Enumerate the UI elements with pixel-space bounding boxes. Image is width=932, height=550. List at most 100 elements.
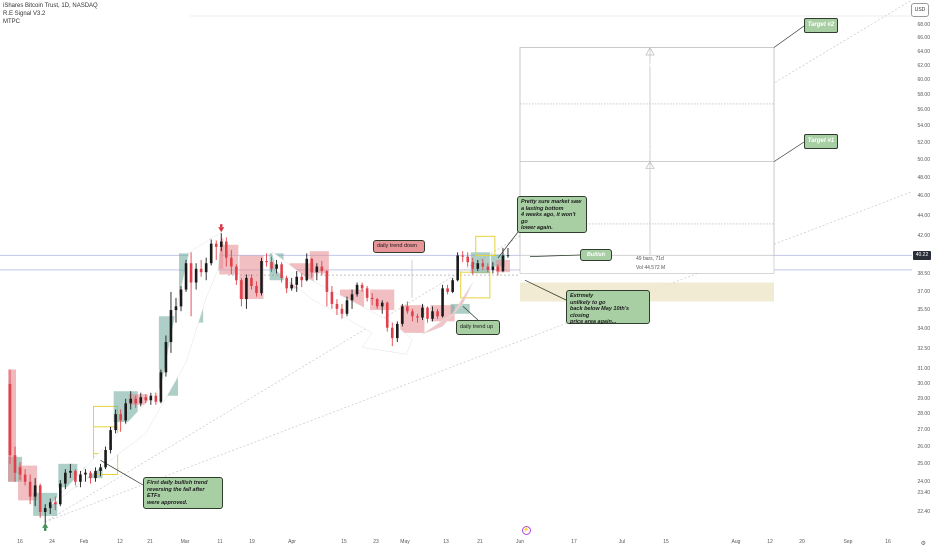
price-tick-label: 37.00 xyxy=(917,288,930,295)
price-tick-label: 30.00 xyxy=(917,380,930,387)
candle-body xyxy=(350,294,354,301)
candle-body xyxy=(38,485,42,512)
legend-indicator-mtpc[interactable]: MTPC xyxy=(3,19,20,25)
time-tick-label: May xyxy=(400,539,410,545)
target-1-label: Target #1 xyxy=(804,134,838,149)
candle-body xyxy=(179,289,183,307)
price-tick-label: 38.50 xyxy=(917,271,930,278)
note-unlikely-below: Extrmely unlikely to go back below May 1… xyxy=(566,290,650,325)
time-tick-label: 11 xyxy=(217,539,223,545)
note-lasting-bottom: Pretty sure market saw a lasting bottom … xyxy=(517,196,587,233)
buy-signal-marker xyxy=(42,522,49,528)
candle-body xyxy=(340,308,344,314)
candle-body xyxy=(214,243,218,247)
candle-body xyxy=(431,311,434,319)
candle-body xyxy=(421,307,424,318)
projection-arrow-head-upper xyxy=(645,46,655,56)
price-tick-label: 23.40 xyxy=(917,489,930,496)
candle-body xyxy=(13,455,17,473)
price-tick-label: 60.00 xyxy=(917,76,930,83)
time-tick-label: Jun xyxy=(515,539,525,545)
projection-bars-label: 49 bars, 71d xyxy=(636,256,664,262)
candle-body xyxy=(441,288,444,317)
price-tick-label: 66.00 xyxy=(917,35,930,42)
time-tick-label: 19 xyxy=(249,539,255,545)
candle-body xyxy=(451,280,454,292)
candle-body xyxy=(380,302,384,307)
candle-body xyxy=(224,241,228,258)
time-tick-label: 13 xyxy=(443,539,449,545)
candle-body xyxy=(209,243,213,264)
candle-body xyxy=(396,323,399,339)
candle-body xyxy=(476,263,480,269)
candle-body xyxy=(280,264,283,278)
candle-body xyxy=(406,306,409,312)
signal-zone-16 xyxy=(309,251,329,274)
candle-body xyxy=(466,256,470,263)
time-tick-label: 21 xyxy=(147,539,153,545)
projection-volume-label: Vol 44.572 M xyxy=(636,265,666,271)
candle-body xyxy=(390,327,394,339)
price-tick-label: 32.50 xyxy=(917,345,930,352)
candle-body xyxy=(446,288,449,292)
candle-body xyxy=(250,277,253,287)
candle-body xyxy=(64,472,67,484)
candle-body xyxy=(23,474,27,482)
candle-body xyxy=(43,508,47,512)
price-tick-label: 50.00 xyxy=(917,156,930,163)
time-tick-label: Aug xyxy=(731,539,741,545)
time-tick-label: 12 xyxy=(767,539,773,545)
event-icon[interactable]: ⚡ xyxy=(522,526,531,535)
price-tick-label: 26.00 xyxy=(917,443,930,450)
time-tick-label: 16 xyxy=(17,539,23,545)
price-tick-label: 56.00 xyxy=(917,107,930,114)
currency-button[interactable]: USD xyxy=(911,3,929,17)
note-first-bullish: First daily bullish trend reversing the … xyxy=(143,477,223,509)
settings-icon[interactable]: ⚙ xyxy=(920,541,926,547)
downtrend-arrow xyxy=(271,250,413,355)
signal-zone-1 xyxy=(18,465,38,501)
projection-upper-label: 24.64 (61.66%) 2,464 xyxy=(613,61,691,71)
sell-signal-marker xyxy=(218,227,225,233)
candle-body xyxy=(325,271,329,292)
candle-body xyxy=(59,483,62,505)
candle-body xyxy=(184,263,188,290)
signal-zone-12 xyxy=(219,244,239,275)
legend-symbol[interactable]: iShares Bitcoin Trust, 1D, NASDAQ xyxy=(3,3,98,9)
candle-body xyxy=(194,268,198,283)
candle-body xyxy=(305,258,309,281)
candle-body xyxy=(255,286,258,294)
candle-body xyxy=(436,311,439,317)
candle-body xyxy=(416,316,419,318)
price-tick-label: 68.00 xyxy=(917,22,930,28)
candle-body xyxy=(295,276,299,285)
candle-body xyxy=(18,467,22,475)
legend-indicator-signal[interactable]: R.E Signal V3.2 xyxy=(3,11,46,17)
chart-legend: iShares Bitcoin Trust, 1D, NASDAQ R.E Si… xyxy=(3,2,98,26)
candle-body xyxy=(335,303,339,309)
candle-body xyxy=(501,255,505,272)
candle-body xyxy=(385,302,389,328)
candle-body xyxy=(154,395,158,402)
candle-body xyxy=(28,481,32,497)
candle-body xyxy=(345,300,349,314)
signal-zone-26 xyxy=(475,235,496,257)
price-tick-label: 54.00 xyxy=(917,123,930,130)
candle-body xyxy=(53,502,57,505)
candle-body xyxy=(114,414,117,431)
candle-body xyxy=(275,264,278,269)
note-connector-3 xyxy=(524,279,567,301)
candle-body xyxy=(109,430,112,451)
candle-body xyxy=(119,414,122,421)
time-tick-label: 23 xyxy=(373,539,379,545)
candle-body xyxy=(8,383,12,456)
candle-body xyxy=(104,450,107,468)
signal-zone-start xyxy=(8,369,16,482)
candle-body xyxy=(426,307,429,319)
candle-body xyxy=(330,291,334,304)
candle-body xyxy=(69,470,72,473)
candle-body xyxy=(265,261,268,263)
price-tick-label: 27.00 xyxy=(917,427,930,434)
time-tick-label: 12 xyxy=(117,539,123,545)
